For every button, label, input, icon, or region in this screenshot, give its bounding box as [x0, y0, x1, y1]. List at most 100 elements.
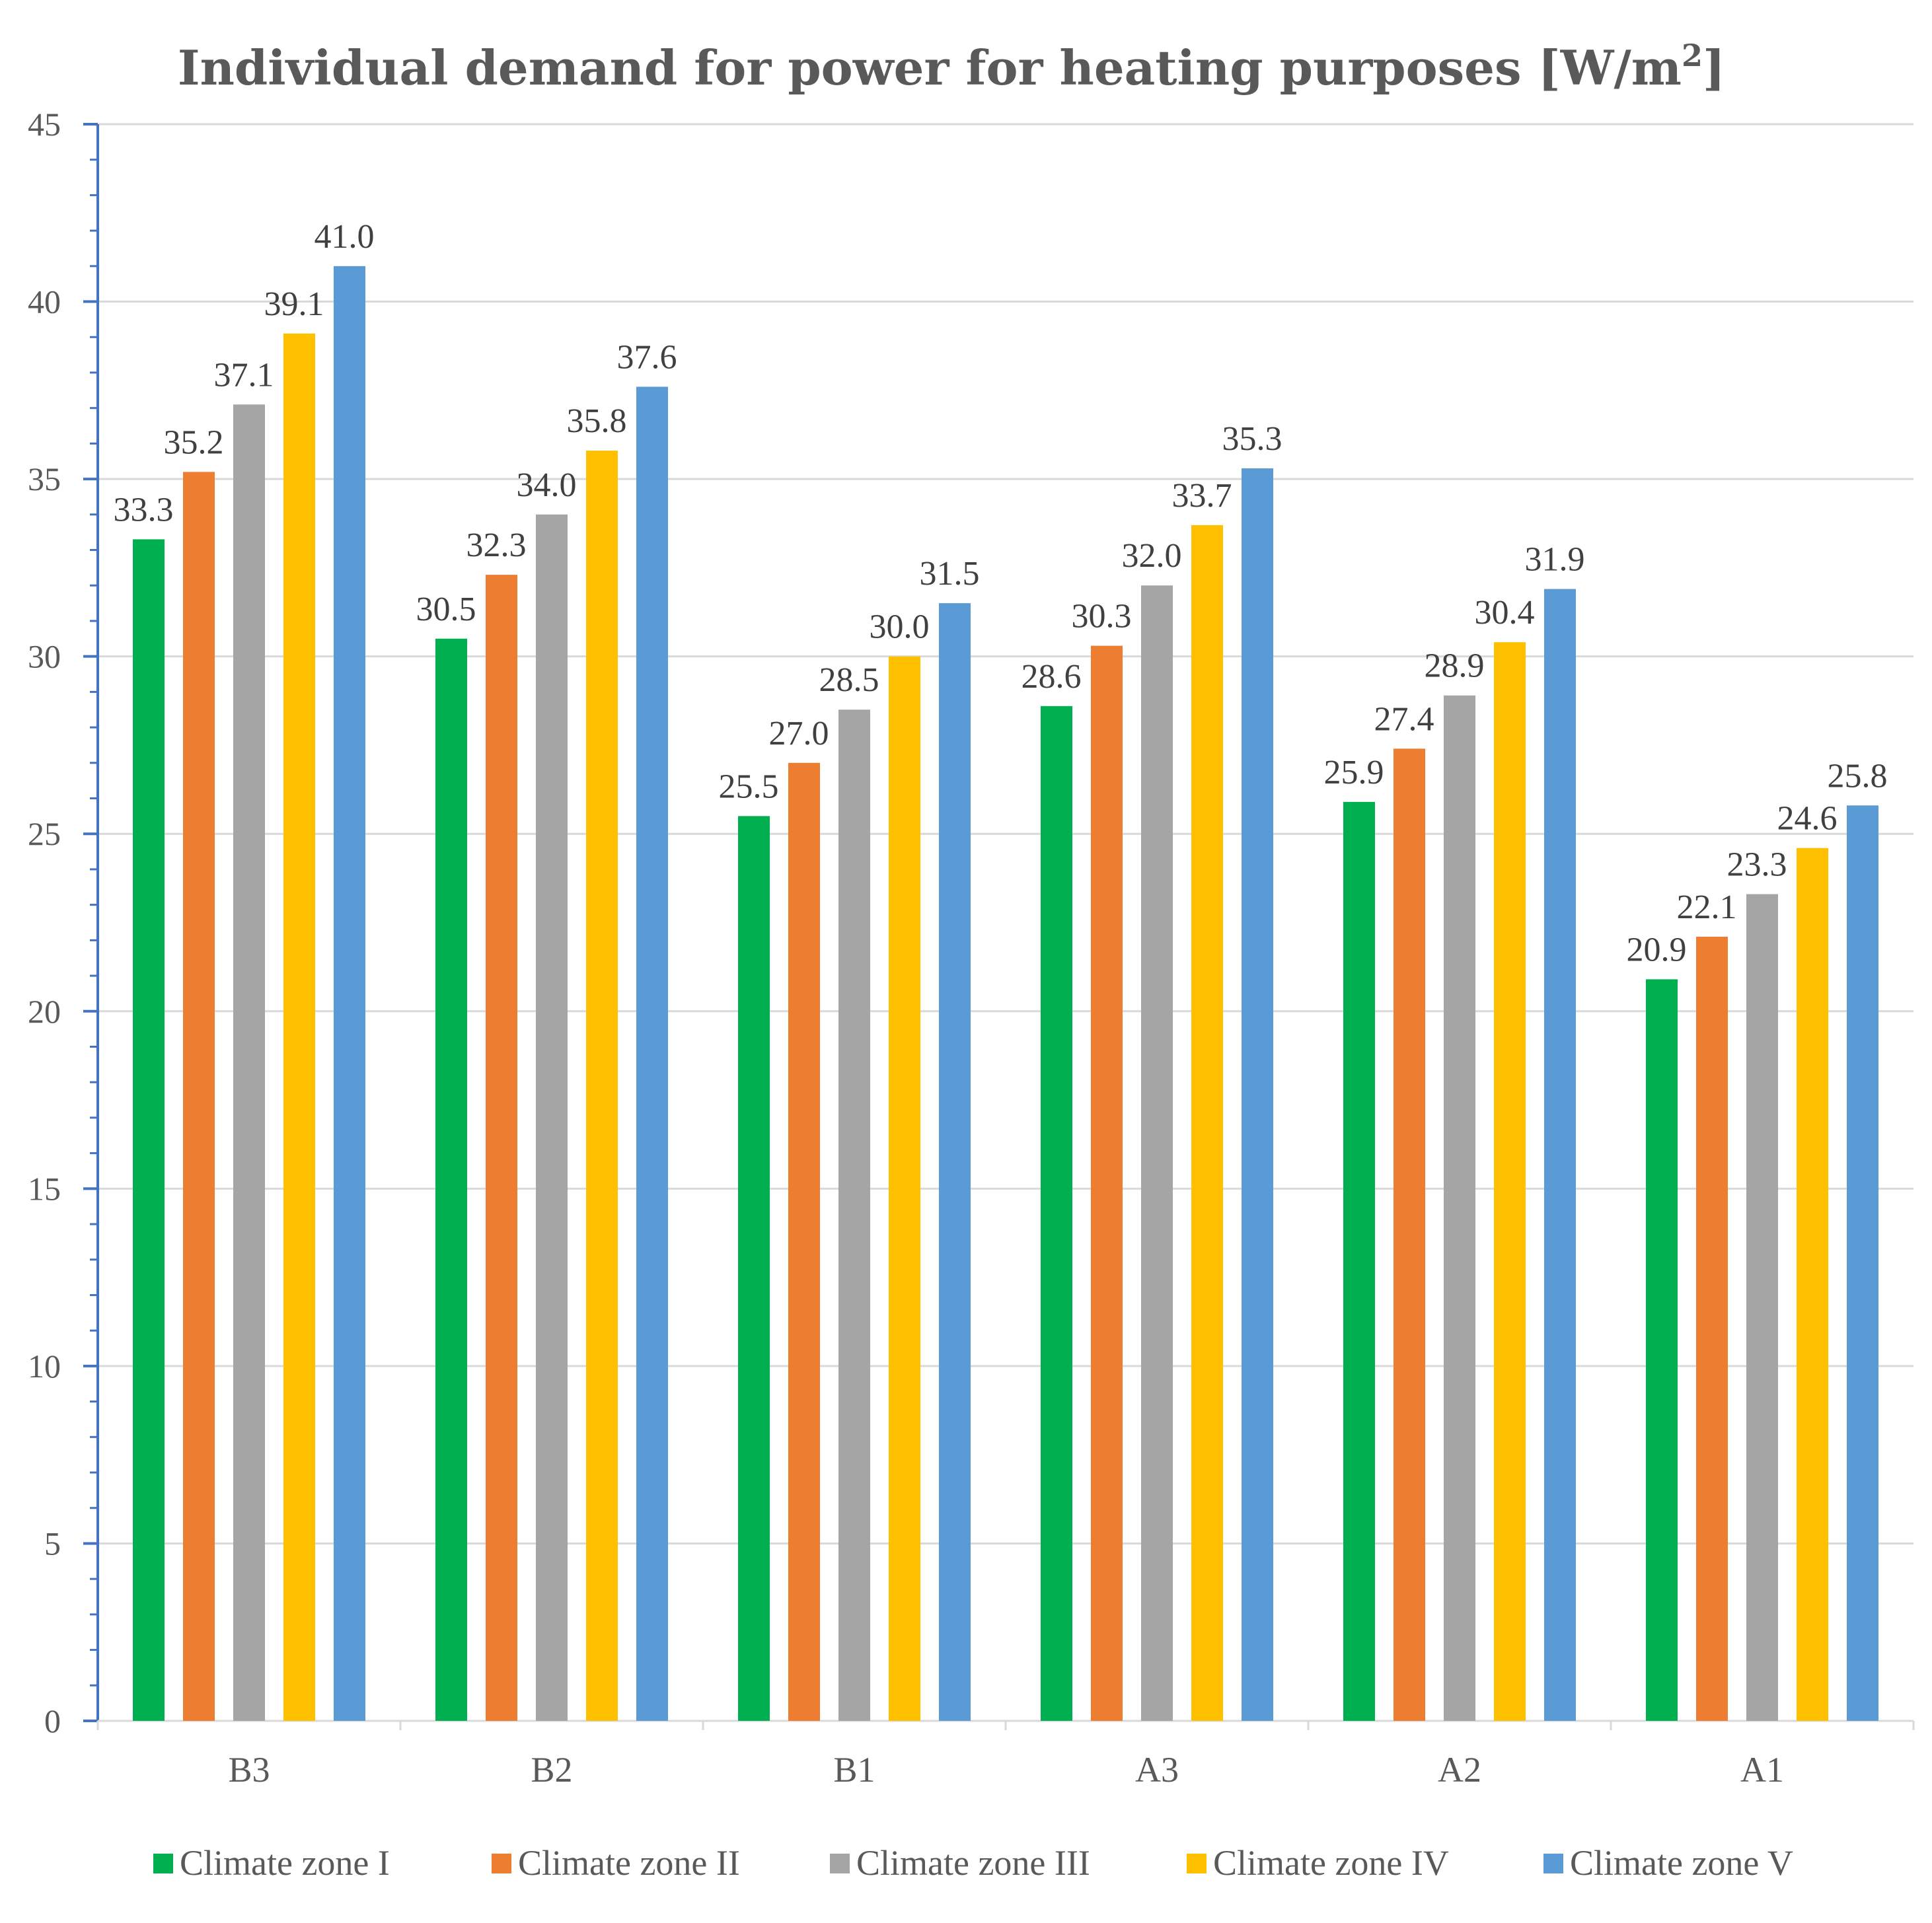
bar-B1-series-2: [788, 762, 820, 1721]
data-labels: 33.3 35.2 37.1 39.1 41.0 30.5 32.3 34.0 35.8 37.6…: [114, 218, 1888, 969]
data-label-B2-series-1: 30.5: [416, 591, 476, 628]
legend-item-1: Climate zone I: [153, 1843, 390, 1883]
data-label-B1-series-1: 25.5: [719, 768, 779, 805]
bar-B2-series-3: [536, 514, 568, 1721]
y-tick-label-0: 0: [44, 1702, 61, 1739]
x-tick-label-A2: A2: [1438, 1750, 1481, 1790]
data-label-A3-series-4: 33.7: [1172, 477, 1232, 515]
data-label-B2-series-5: 37.6: [617, 338, 677, 376]
data-label-B2-series-4: 35.8: [567, 402, 627, 440]
bar-A1-series-3: [1746, 894, 1778, 1721]
x-axis: B3 B2 B1 A3 A2 A1: [96, 1720, 1915, 1790]
gridlines: [98, 123, 1913, 1544]
legend-label-4: Climate zone IV: [1213, 1843, 1449, 1883]
data-label-B1-series-4: 30.0: [870, 608, 930, 646]
bar-B3-series-2: [183, 472, 215, 1721]
legend-swatch-4: [1187, 1854, 1207, 1873]
bar-B2-series-4: [586, 451, 618, 1721]
data-label-B2-series-2: 32.3: [466, 526, 527, 564]
data-label-A2-series-1: 25.9: [1324, 754, 1384, 791]
bar-B1-series-1: [738, 816, 770, 1721]
legend-label-1: Climate zone I: [180, 1843, 390, 1883]
bar-B1-series-3: [838, 709, 870, 1721]
y-tick-label-10: 10: [28, 1348, 61, 1385]
data-label-A2-series-5: 31.9: [1525, 541, 1585, 579]
bar-B1-series-4: [889, 656, 920, 1721]
legend-label-2: Climate zone II: [518, 1843, 740, 1883]
y-axis: 0 5 10 15 20 25 30 35 40 45: [28, 106, 99, 1739]
y-tick-label-5: 5: [44, 1525, 61, 1562]
data-label-B3-series-1: 33.3: [114, 491, 174, 528]
data-label-B1-series-3: 28.5: [819, 661, 879, 699]
bar-B3-series-3: [233, 404, 265, 1721]
data-label-A3-series-1: 28.6: [1022, 658, 1082, 696]
bars: [133, 266, 1878, 1722]
bar-A1-series-1: [1646, 979, 1678, 1721]
bar-B1-series-5: [939, 603, 971, 1721]
data-label-A1-series-4: 24.6: [1777, 800, 1838, 838]
x-tick-label-A3: A3: [1135, 1750, 1179, 1790]
data-label-B3-series-5: 41.0: [315, 218, 375, 256]
chart-title-suffix: ]: [1703, 40, 1725, 96]
y-tick-label-15: 15: [28, 1170, 61, 1207]
bar-A3-series-1: [1041, 706, 1072, 1721]
data-label-B2-series-3: 34.0: [517, 466, 577, 504]
data-label-A3-series-2: 30.3: [1072, 598, 1132, 635]
bar-B2-series-1: [435, 638, 467, 1722]
data-label-A1-series-3: 23.3: [1727, 846, 1787, 884]
data-label-A2-series-3: 28.9: [1425, 647, 1485, 685]
bar-A1-series-2: [1696, 936, 1728, 1721]
x-tick-label-A1: A1: [1740, 1750, 1784, 1790]
x-tick-label-B3: B3: [228, 1750, 270, 1790]
legend-item-3: Climate zone III: [830, 1843, 1090, 1883]
bar-A2-series-3: [1444, 695, 1475, 1721]
data-label-A1-series-2: 22.1: [1677, 889, 1737, 926]
data-label-B3-series-4: 39.1: [264, 285, 324, 323]
x-tick-label-B2: B2: [531, 1750, 572, 1790]
legend-item-4: Climate zone IV: [1187, 1843, 1449, 1883]
bar-A1-series-5: [1847, 805, 1878, 1721]
legend-swatch-5: [1543, 1854, 1563, 1873]
bar-A2-series-2: [1393, 748, 1425, 1721]
data-label-B1-series-2: 27.0: [769, 715, 829, 752]
bar-A2-series-4: [1494, 642, 1526, 1721]
bar-B2-series-2: [486, 575, 517, 1721]
y-tick-label-25: 25: [28, 815, 61, 852]
legend-label-3: Climate zone III: [856, 1843, 1090, 1883]
bar-A2-series-5: [1544, 589, 1576, 1722]
bar-A1-series-4: [1797, 848, 1828, 1721]
data-label-A2-series-4: 30.4: [1475, 594, 1535, 632]
legend-swatch-3: [830, 1854, 850, 1873]
bar-A3-series-5: [1242, 468, 1273, 1721]
legend-label-5: Climate zone V: [1570, 1843, 1793, 1883]
data-label-A3-series-3: 32.0: [1122, 537, 1182, 575]
bar-B2-series-5: [636, 386, 668, 1722]
legend-item-2: Climate zone II: [492, 1843, 740, 1883]
data-label-A1-series-1: 20.9: [1627, 931, 1687, 968]
y-tick-label-45: 45: [28, 106, 61, 143]
chart-title-superscript: 2: [1682, 38, 1703, 73]
legend: Climate zone I Climate zone II Climate zon…: [153, 1843, 1793, 1883]
legend-swatch-1: [153, 1854, 173, 1873]
data-label-A3-series-5: 35.3: [1222, 420, 1282, 458]
bar-B3-series-5: [334, 266, 365, 1721]
bar-A3-series-3: [1141, 585, 1173, 1722]
x-tick-label-B1: B1: [833, 1750, 875, 1790]
y-tick-label-40: 40: [28, 283, 61, 320]
y-tick-label-20: 20: [28, 993, 61, 1030]
chart-title-main: Individual demand for power for heating …: [178, 40, 1682, 96]
bar-B3-series-1: [133, 539, 165, 1722]
bar-B3-series-4: [283, 333, 315, 1722]
data-label-A1-series-5: 25.8: [1828, 757, 1888, 795]
data-label-B3-series-2: 35.2: [164, 423, 224, 461]
bar-A2-series-1: [1343, 801, 1375, 1721]
data-label-B3-series-3: 37.1: [214, 356, 274, 394]
legend-swatch-2: [492, 1854, 511, 1873]
bar-A3-series-4: [1191, 525, 1223, 1721]
data-label-B1-series-5: 31.5: [920, 555, 980, 593]
y-tick-label-35: 35: [28, 460, 61, 497]
y-tick-label-30: 30: [28, 638, 61, 675]
chart-title: Individual demand for power for heating …: [178, 38, 1725, 96]
data-label-A2-series-2: 27.4: [1374, 700, 1434, 738]
